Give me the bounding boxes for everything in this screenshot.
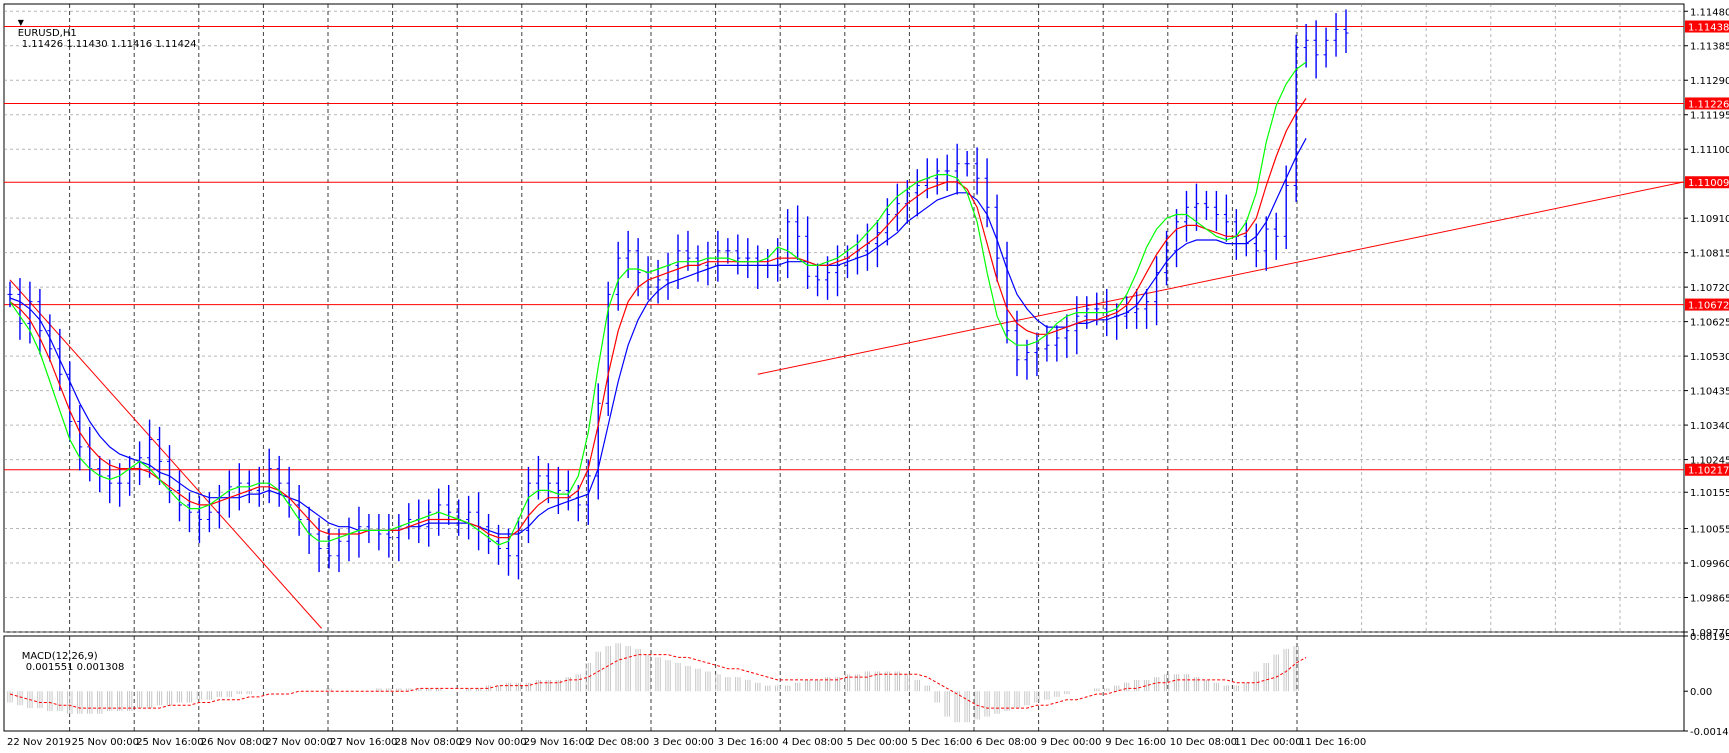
price-tick-label: 1.10055 xyxy=(1690,525,1729,536)
price-tick-label: 1.10625 xyxy=(1690,318,1729,329)
time-tick-label: 2 Dec 08:00 xyxy=(588,737,649,748)
price-tick-label: 1.11290 xyxy=(1690,76,1729,87)
time-tick-label: 4 Dec 08:00 xyxy=(782,737,843,748)
trendline xyxy=(757,181,1685,375)
time-tick-label: 27 Nov 00:00 xyxy=(265,737,332,748)
time-tick-label: 29 Nov 16:00 xyxy=(524,737,591,748)
time-tick-label: 5 Dec 16:00 xyxy=(911,737,972,748)
price-tick-label: 1.11100 xyxy=(1690,145,1729,156)
time-tick-label: 10 Dec 08:00 xyxy=(1170,737,1237,748)
macd-tick-label: 0.00 xyxy=(1690,687,1712,698)
time-tick-label: 28 Nov 08:00 xyxy=(395,737,462,748)
ma-slow-line xyxy=(9,138,1307,535)
level-price-tag xyxy=(1685,97,1729,110)
ma-fast-line xyxy=(9,61,1307,546)
time-tick-label: 27 Nov 16:00 xyxy=(330,737,397,748)
time-tick-label: 6 Dec 08:00 xyxy=(976,737,1037,748)
level-price-label: 1.11438 xyxy=(1688,23,1729,34)
main-panel-frame xyxy=(3,3,1685,633)
symbol-label: EURUSD,H1 xyxy=(17,28,77,39)
price-tick-label: 1.09960 xyxy=(1690,559,1729,570)
level-price-label: 1.11226 xyxy=(1688,99,1729,110)
level-price-tag xyxy=(1685,176,1729,189)
price-tick-label: 1.11195 xyxy=(1690,111,1729,122)
trendline xyxy=(9,279,322,629)
macd-tick-label: 0.001958 xyxy=(1690,632,1729,643)
chart-menu-icon[interactable]: ▼ xyxy=(17,18,24,27)
macd-label: MACD(12,26,9) xyxy=(21,651,98,662)
time-tick-label: 9 Dec 16:00 xyxy=(1105,737,1166,748)
price-tick-label: 1.11385 xyxy=(1690,42,1729,53)
time-tick-label: 29 Nov 00:00 xyxy=(459,737,526,748)
time-tick-label: 25 Nov 16:00 xyxy=(136,737,203,748)
price-tick-label: 1.10720 xyxy=(1690,283,1729,294)
time-tick-label: 11 Dec 16:00 xyxy=(1299,737,1366,748)
price-tick-label: 1.10530 xyxy=(1690,352,1729,363)
ma-mid-line xyxy=(9,98,1307,539)
time-tick-label: 9 Dec 00:00 xyxy=(1041,737,1102,748)
level-price-tag xyxy=(1685,20,1729,33)
level-price-tag xyxy=(1685,463,1729,476)
time-tick-label: 3 Dec 16:00 xyxy=(718,737,779,748)
price-tick-label: 1.09770 xyxy=(1690,628,1729,639)
chart-title-bar: ▼ EURUSD,H1 1.11426 1.11430 1.11416 1.11… xyxy=(5,6,197,61)
time-tick-label: 25 Nov 00:00 xyxy=(72,737,139,748)
macd-info: MACD(12,26,9) 0.001551 0.001308 xyxy=(9,640,125,684)
macd-tick-label: -0.001411 xyxy=(1690,727,1729,738)
price-tick-label: 1.11480 xyxy=(1690,7,1729,18)
level-price-tag xyxy=(1685,298,1729,311)
price-tick-label: 1.10245 xyxy=(1690,456,1729,467)
price-tick-label: 1.10815 xyxy=(1690,249,1729,260)
macd-signal-line xyxy=(9,654,1307,709)
level-price-label: 1.10217 xyxy=(1688,466,1729,477)
macd-values: 0.001551 0.001308 xyxy=(25,662,125,673)
price-tick-label: 1.10435 xyxy=(1690,387,1729,398)
ohlc-text: 1.11426 1.11430 1.11416 1.11424 xyxy=(21,39,197,50)
time-tick-label: 3 Dec 00:00 xyxy=(653,737,714,748)
time-tick-label: 5 Dec 00:00 xyxy=(847,737,908,748)
time-tick-label: 11 Dec 00:00 xyxy=(1234,737,1301,748)
price-tick-label: 1.10910 xyxy=(1690,214,1729,225)
level-price-label: 1.11009 xyxy=(1688,178,1729,189)
price-tick-label: 1.10340 xyxy=(1690,421,1729,432)
macd-panel-frame xyxy=(3,635,1685,732)
price-tick-label: 1.10155 xyxy=(1690,488,1729,499)
price-tick-label: 1.09865 xyxy=(1690,594,1729,605)
time-tick-label: 26 Nov 08:00 xyxy=(201,737,268,748)
level-price-label: 1.10672 xyxy=(1688,301,1729,312)
time-tick-label: 22 Nov 2019 xyxy=(7,737,71,748)
